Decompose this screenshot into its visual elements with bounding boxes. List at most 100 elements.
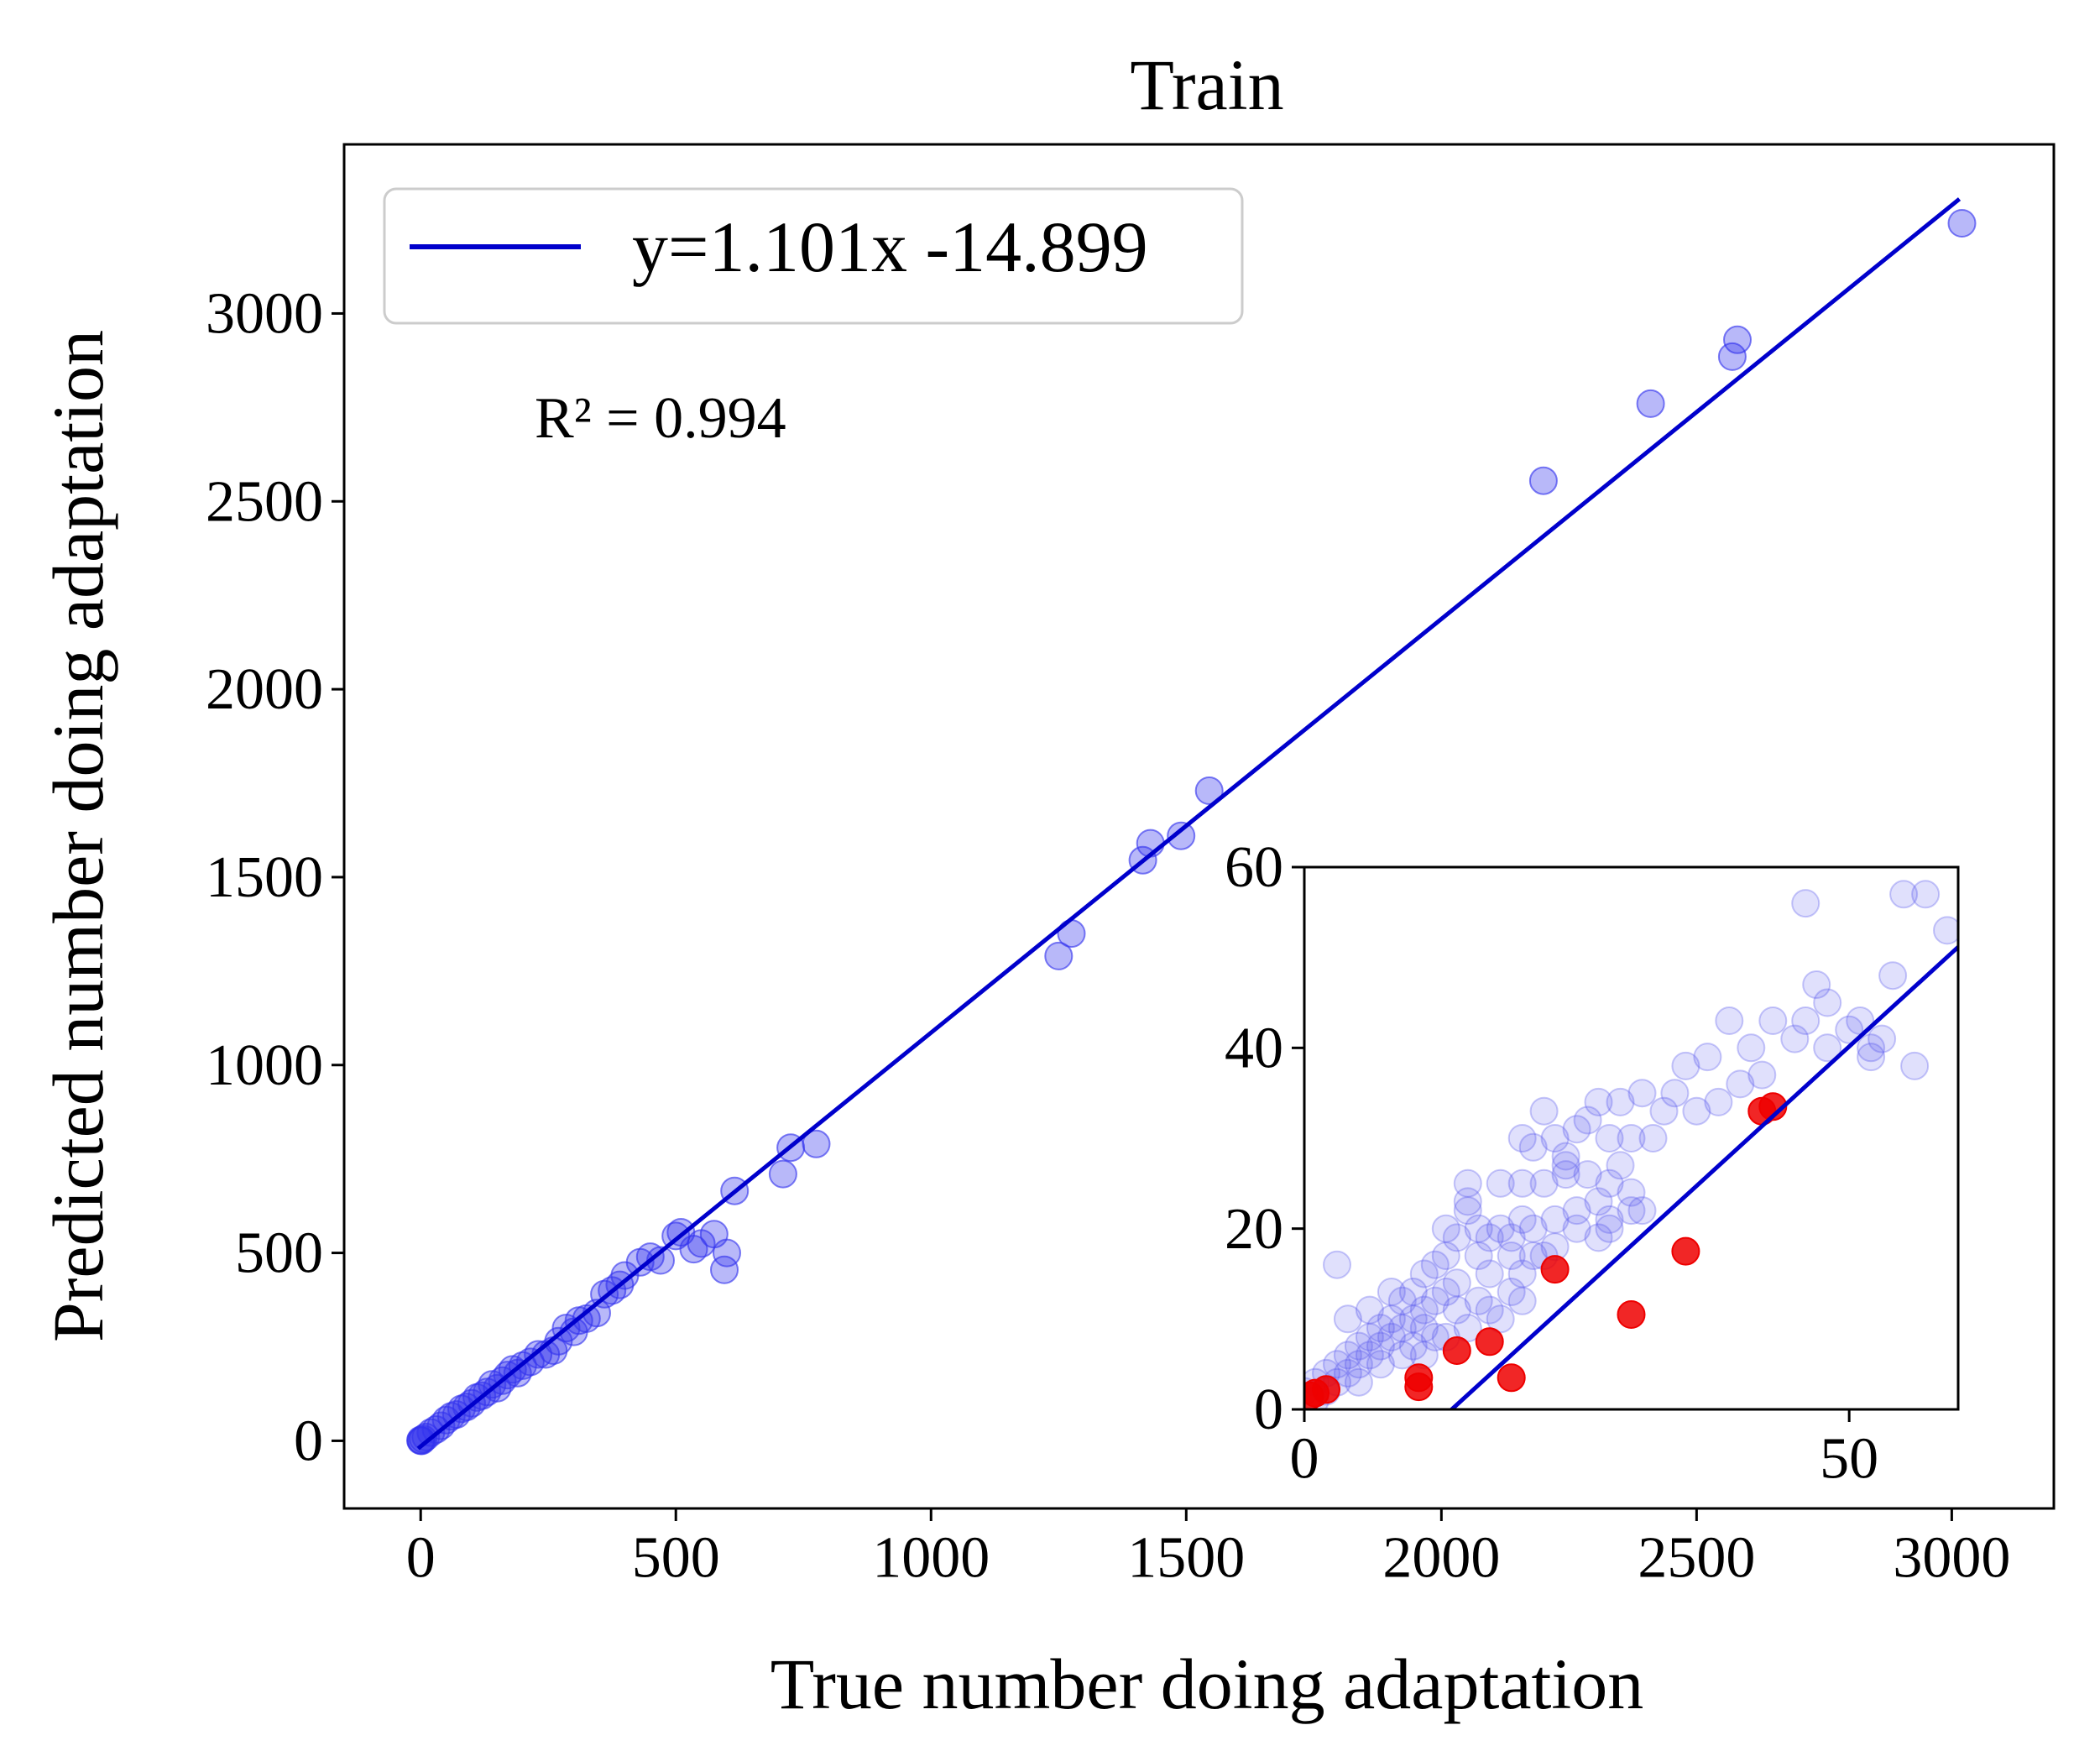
inset-point bbox=[1398, 1278, 1428, 1306]
inset-point bbox=[1584, 1223, 1613, 1252]
inset-point bbox=[1333, 1358, 1362, 1388]
inset-point bbox=[1344, 1367, 1373, 1397]
inset-point bbox=[1857, 1033, 1886, 1063]
inset-point bbox=[1431, 1242, 1460, 1270]
inset-point bbox=[1638, 1124, 1668, 1153]
inset-point bbox=[1453, 1168, 1482, 1198]
inset-point bbox=[1617, 1124, 1646, 1153]
inset-point bbox=[1540, 1205, 1570, 1234]
inset-point bbox=[1933, 916, 1958, 945]
inset-point bbox=[1551, 1142, 1580, 1171]
inset-point bbox=[1617, 1196, 1646, 1226]
inset-x-tick-label: 50 bbox=[1820, 1427, 1878, 1492]
inset-point bbox=[1475, 1327, 1504, 1357]
inset-y-tick-label: 40 bbox=[1225, 1016, 1283, 1080]
inset-point bbox=[1409, 1295, 1439, 1325]
inset-point bbox=[1813, 988, 1842, 1017]
inset-point bbox=[1584, 1187, 1613, 1216]
main-point bbox=[1528, 466, 1558, 495]
inset-point bbox=[1726, 1069, 1755, 1099]
inset-y-tick-label: 0 bbox=[1254, 1377, 1283, 1442]
main-x-tick-label: 0 bbox=[406, 1526, 436, 1591]
inset-point bbox=[1606, 1151, 1635, 1180]
inset-point bbox=[1551, 1160, 1580, 1189]
inset-point bbox=[1911, 880, 1941, 909]
inset-point bbox=[1475, 1259, 1504, 1289]
inset-point bbox=[1333, 1341, 1362, 1370]
inset-point bbox=[1420, 1286, 1450, 1315]
inset-point bbox=[1376, 1278, 1406, 1306]
inset-point bbox=[1497, 1278, 1526, 1306]
inset-point bbox=[1747, 1060, 1777, 1090]
inset-point bbox=[1518, 1132, 1548, 1162]
legend-box bbox=[383, 187, 1244, 325]
legend-label: y=1.101x -14.899 bbox=[632, 206, 1148, 287]
inset-point bbox=[1507, 1168, 1537, 1198]
inset-point bbox=[1878, 961, 1908, 991]
main-point bbox=[1636, 389, 1665, 418]
main-y-tick-label: 2000 bbox=[206, 657, 323, 722]
inset-point bbox=[1376, 1304, 1406, 1334]
inset-point bbox=[1780, 1024, 1810, 1053]
inset-point bbox=[1802, 970, 1831, 999]
main-x-tick-label: 1500 bbox=[1127, 1526, 1245, 1591]
inset-point bbox=[1442, 1223, 1471, 1252]
inset-point bbox=[1507, 1205, 1537, 1234]
inset-point bbox=[1562, 1214, 1591, 1243]
main-point bbox=[1044, 941, 1074, 970]
inset-point bbox=[1486, 1304, 1515, 1334]
inset-point bbox=[1475, 1223, 1504, 1252]
main-fit-line bbox=[416, 197, 1962, 1451]
inset-fit-line bbox=[1450, 945, 1958, 1409]
inset-point bbox=[1540, 1124, 1570, 1153]
inset-point bbox=[1398, 1331, 1428, 1361]
inset-point bbox=[1617, 1178, 1646, 1207]
main-y-tick-label: 0 bbox=[294, 1409, 323, 1474]
inset-point bbox=[1747, 1096, 1777, 1126]
main-y-tick-label: 1500 bbox=[206, 845, 323, 910]
inset-point bbox=[1627, 1196, 1657, 1226]
inset-point bbox=[1387, 1314, 1417, 1343]
inset-point bbox=[1758, 1006, 1788, 1035]
inset-y-tick-label: 60 bbox=[1225, 835, 1283, 900]
inset-point bbox=[1409, 1259, 1439, 1289]
chart-title: Train bbox=[1130, 44, 1283, 125]
inset-point bbox=[1333, 1304, 1362, 1334]
inset-point bbox=[1464, 1286, 1493, 1315]
inset-point bbox=[1682, 1096, 1711, 1126]
inset-plot-area: 0 50 0 20 40 60 bbox=[1225, 835, 1960, 1492]
inset-point bbox=[1497, 1363, 1526, 1393]
inset-point bbox=[1671, 1051, 1700, 1080]
inset-point bbox=[1431, 1278, 1460, 1306]
inset-point bbox=[1355, 1322, 1384, 1351]
inset-point bbox=[1573, 1106, 1602, 1135]
inset-point bbox=[1518, 1242, 1548, 1270]
inset-point bbox=[1355, 1295, 1384, 1325]
main-point bbox=[1167, 821, 1196, 850]
inset-point bbox=[1442, 1295, 1471, 1325]
inset-point bbox=[1344, 1350, 1373, 1379]
main-point bbox=[1723, 325, 1752, 354]
inset-point bbox=[1398, 1304, 1428, 1334]
main-y-tick-label: 2500 bbox=[206, 469, 323, 534]
inset-point bbox=[1453, 1196, 1482, 1226]
main-x-tick-label: 2500 bbox=[1638, 1526, 1755, 1591]
inset-point bbox=[1387, 1286, 1417, 1315]
inset-point bbox=[1453, 1187, 1482, 1216]
main-point bbox=[1194, 776, 1224, 805]
inset-point bbox=[1420, 1322, 1450, 1351]
main-point bbox=[710, 1255, 739, 1284]
main-marks bbox=[406, 197, 1977, 1456]
inset-x-tick-label: 0 bbox=[1290, 1427, 1319, 1492]
inset-point bbox=[1595, 1168, 1624, 1198]
inset-point bbox=[1507, 1259, 1537, 1289]
inset-point bbox=[1366, 1314, 1395, 1343]
inset-point bbox=[1464, 1242, 1493, 1270]
inset-point bbox=[1376, 1322, 1406, 1351]
inset-point bbox=[1584, 1087, 1613, 1116]
main-y-tick-label: 1000 bbox=[206, 1033, 323, 1098]
inset-point bbox=[1562, 1115, 1591, 1144]
inset-point bbox=[1355, 1341, 1384, 1370]
main-point bbox=[768, 1159, 797, 1189]
inset-point bbox=[1442, 1268, 1471, 1298]
